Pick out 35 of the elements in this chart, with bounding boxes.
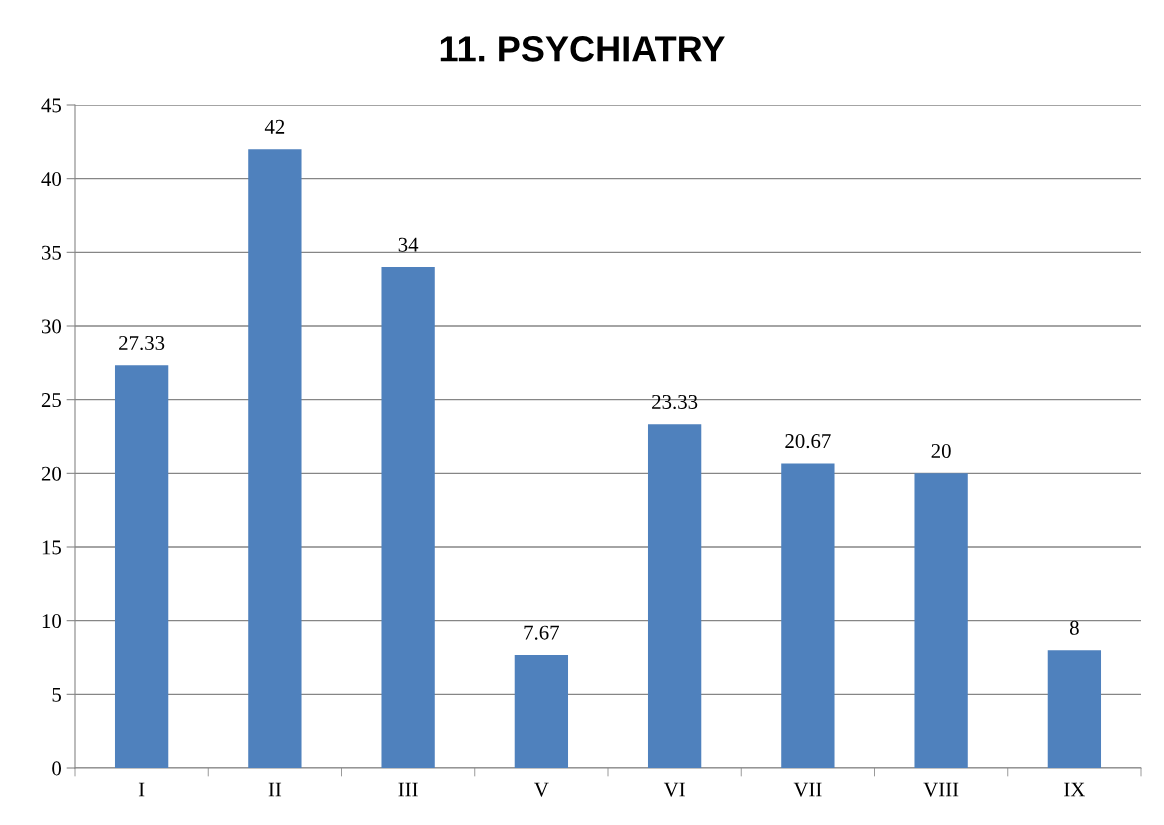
y-tick-label: 45 bbox=[41, 98, 61, 113]
y-tick-label: 30 bbox=[41, 319, 62, 334]
bar bbox=[248, 149, 302, 768]
bar bbox=[647, 424, 702, 768]
data-label: 34 bbox=[398, 237, 419, 252]
bar bbox=[114, 365, 169, 768]
data-label: 20.67 bbox=[785, 434, 831, 449]
x-tick-label: VII bbox=[793, 782, 822, 797]
x-tick-label: V bbox=[534, 782, 549, 797]
chart-title: 11. PSYCHIATRY bbox=[440, 36, 725, 62]
y-tick-label: 15 bbox=[42, 540, 61, 555]
x-tick-label: II bbox=[268, 782, 282, 797]
y-tick-label: 10 bbox=[42, 614, 62, 629]
bar bbox=[914, 473, 968, 768]
y-tick-label: 40 bbox=[41, 172, 62, 187]
data-label: 27.33 bbox=[119, 335, 165, 351]
y-tick-label: 25 bbox=[41, 393, 61, 408]
bar bbox=[381, 267, 435, 768]
y-tick-label: 5 bbox=[52, 687, 61, 702]
y-tick-label: 20 bbox=[41, 466, 62, 481]
x-tick-label: VI bbox=[663, 782, 685, 797]
x-tick-label: III bbox=[398, 782, 418, 797]
data-label: 23.33 bbox=[652, 394, 698, 410]
y-tick-label: 0 bbox=[52, 761, 62, 776]
x-tick-label: IX bbox=[1064, 782, 1085, 797]
y-tick-label: 35 bbox=[41, 245, 61, 260]
bar bbox=[1047, 650, 1102, 768]
x-tick-label: I bbox=[138, 782, 145, 797]
bar bbox=[781, 463, 835, 768]
data-label: 42 bbox=[264, 119, 285, 134]
data-label: 7.67 bbox=[524, 625, 560, 640]
x-tick-label: VIII bbox=[923, 782, 959, 797]
bar bbox=[514, 655, 569, 768]
data-label: 8 bbox=[1069, 620, 1079, 635]
data-label: 20 bbox=[931, 443, 951, 458]
